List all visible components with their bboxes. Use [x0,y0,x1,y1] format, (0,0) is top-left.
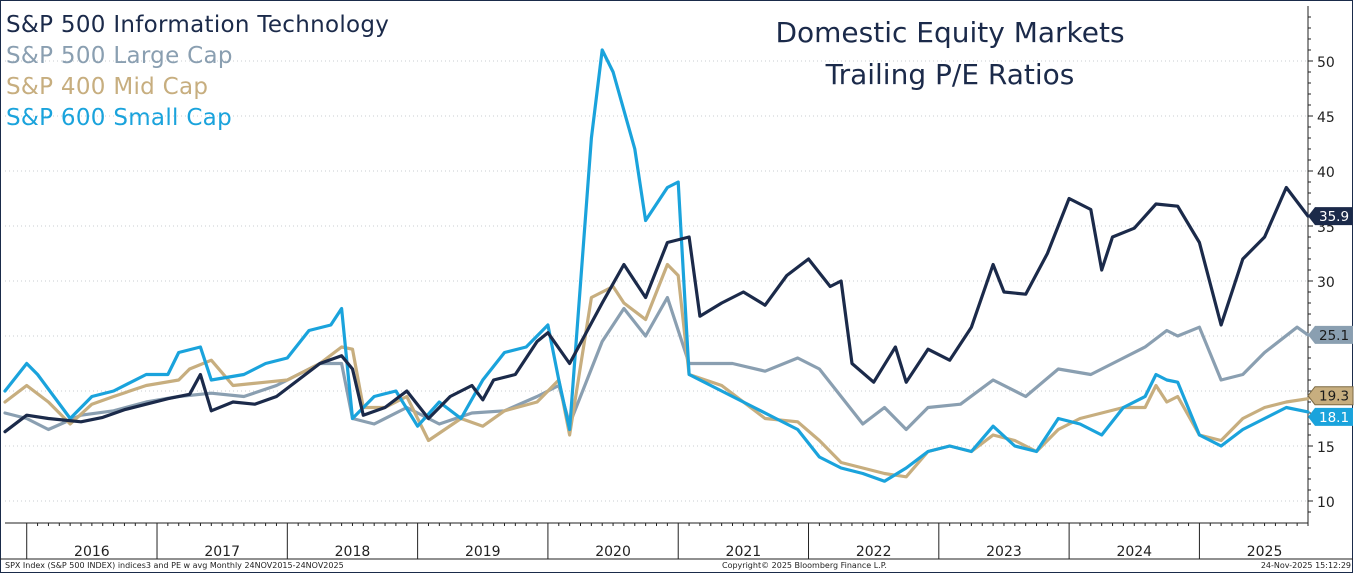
last-value-tag-tech: 35.9 [1308,207,1353,226]
last-value-tag-bg-mid [1307,386,1354,406]
y-tick-label-40: 40 [1317,165,1335,181]
footer-timestamp: 24-Nov-2025 15:12:29 [1260,561,1351,570]
x-tick-label-2017: 2017 [204,544,240,560]
x-tick-label-2018: 2018 [335,544,371,560]
last-value-label-tech: 35.9 [1319,209,1349,225]
footer-copyright: Copyright© 2025 Bloomberg Finance L.P. [722,561,887,570]
x-tick-label-2019: 2019 [465,544,501,560]
x-tick-label-2022: 2022 [856,544,892,560]
x-tick-label-2021: 2021 [726,544,762,560]
series-line-large [3,295,1310,432]
last-value-tag-large: 25.1 [1308,325,1353,344]
x-tick-label-2025: 2025 [1247,544,1283,560]
last-value-tag-bg-small [1308,407,1353,426]
series-line-tech [3,185,1310,434]
x-tick-label-2016: 2016 [74,544,110,560]
last-value-label-small: 18.1 [1319,410,1349,426]
legend-item-small-cap: S&P 600 Small Cap [6,105,232,131]
legend-item-mid-cap: S&P 400 Mid Cap [6,74,209,100]
footer-source: SPX Index (S&P 500 INDEX) indices3 and P… [5,561,344,570]
chart-title-line-1: Domestic Equity Markets [775,16,1125,49]
x-tick-label-2020: 2020 [595,544,631,560]
series-line-mid [3,262,1310,479]
last-value-tag-bg-tech [1308,207,1353,226]
legend-item-tech: S&P 500 Information Technology [6,12,390,38]
last-value-tag-mid: 19.3 [1307,386,1354,406]
series-line-small [3,48,1310,483]
y-tick-label-10: 10 [1317,495,1335,511]
y-tick-label-15: 15 [1317,440,1335,456]
y-tick-label-50: 50 [1317,55,1335,71]
x-tick-label-2024: 2024 [1116,544,1152,560]
legend-item-large-cap: S&P 500 Large Cap [6,43,233,69]
last-value-tag-small: 18.1 [1308,407,1353,426]
chart-title-line-2: Trailing P/E Ratios [825,58,1075,91]
last-value-label-mid: 19.3 [1319,389,1349,405]
legend: S&P 500 Information Technology S&P 500 L… [6,10,389,134]
last-value-labels: 35.9 25.1 19.3 18.1 [1307,207,1354,426]
chart-title: Domestic Equity Markets Trailing P/E Rat… [700,12,1200,96]
x-tick-label-2023: 2023 [986,544,1022,560]
y-tick-label-30: 30 [1317,275,1335,291]
last-value-tag-bg-large [1308,325,1353,344]
last-value-label-large: 25.1 [1319,328,1349,344]
series-layer [3,48,1310,483]
y-tick-label-45: 45 [1317,110,1335,126]
